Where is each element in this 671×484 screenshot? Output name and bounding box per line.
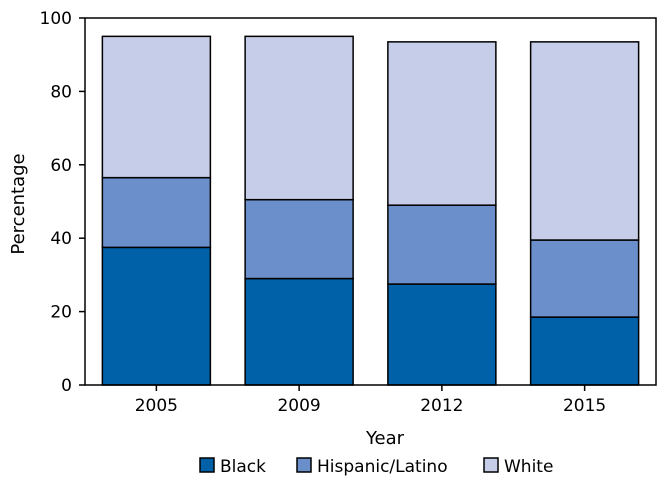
y-tick-label: 0 <box>61 376 72 396</box>
bar-black-2012 <box>387 283 497 386</box>
x-tick-label: 2015 <box>563 396 606 416</box>
legend-swatch-hispanic-latino <box>296 457 312 473</box>
y-tick-label: 80 <box>50 82 72 102</box>
legend-swatch-black <box>199 457 215 473</box>
y-tick-label: 40 <box>50 229 72 249</box>
axes-group: 2005 2009 2012 2015 0 20 40 60 80 100 <box>40 9 657 416</box>
bar-white-2012 <box>387 41 497 206</box>
x-tick-label: 2009 <box>277 396 320 416</box>
y-tick-label: 60 <box>50 156 72 176</box>
bar-white-2009 <box>244 35 354 201</box>
bar-black-2005 <box>101 246 212 386</box>
y-axis-title: Percentage <box>8 153 29 254</box>
legend-label-black: Black <box>220 457 266 477</box>
bar-black-2015 <box>529 316 640 386</box>
x-axis-title: Year <box>365 428 405 449</box>
y-tick-label: 20 <box>50 303 72 323</box>
plot-frame <box>84 17 657 386</box>
legend: Black Hispanic/Latino White <box>199 457 553 477</box>
bar-white-2015 <box>529 41 640 241</box>
x-tick-label: 2012 <box>420 396 463 416</box>
legend-label-hispanic-latino: Hispanic/Latino <box>317 457 448 477</box>
bar-white-2005 <box>101 35 212 179</box>
bars-group <box>101 35 640 386</box>
legend-swatch-white <box>483 457 499 473</box>
bar-black-2009 <box>244 277 354 386</box>
bar-hispanic-latino-2012 <box>387 204 497 285</box>
y-tick-label: 100 <box>40 9 72 29</box>
legend-label-white: White <box>504 457 553 477</box>
bar-hispanic-latino-2015 <box>529 239 640 318</box>
bar-hispanic-latino-2005 <box>101 176 212 249</box>
bar-hispanic-latino-2009 <box>244 198 354 280</box>
x-tick-label: 2005 <box>135 396 178 416</box>
